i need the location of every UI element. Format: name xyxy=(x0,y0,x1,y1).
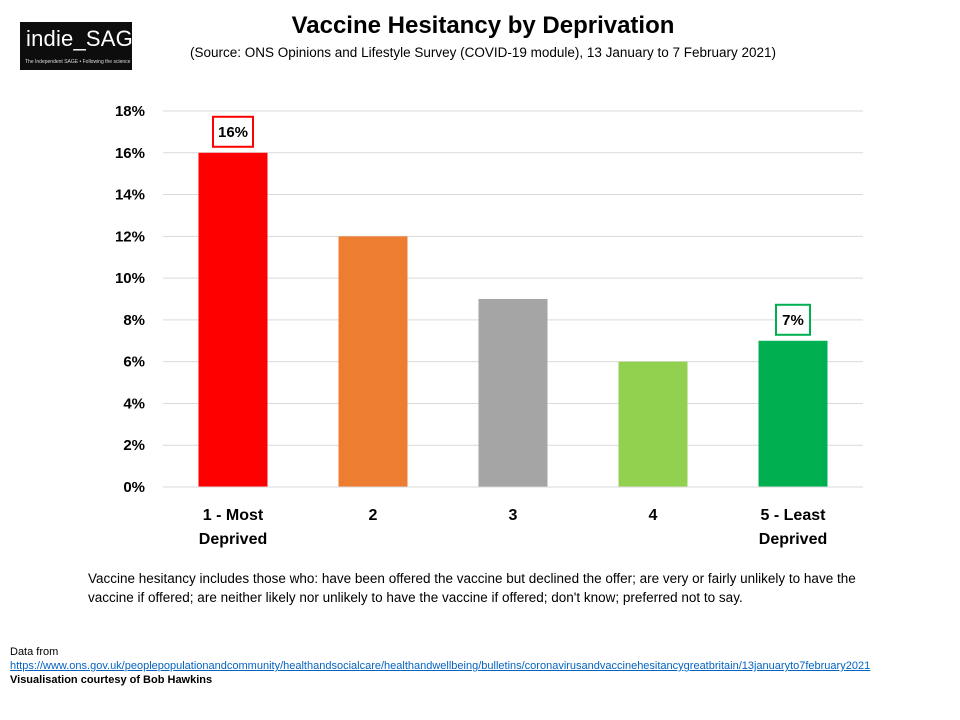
y-tick-label: 10% xyxy=(115,270,145,287)
y-tick-label: 12% xyxy=(115,228,145,245)
hesitancy-definition-note: Vaccine hesitancy includes those who: ha… xyxy=(88,571,856,605)
logo-tagline: The Independent SAGE • Following the sci… xyxy=(25,59,131,65)
source-link[interactable]: https://www.ons.gov.uk/peoplepopulationa… xyxy=(10,660,871,672)
y-tick-label: 0% xyxy=(123,479,145,496)
bar xyxy=(338,236,408,487)
x-tick-label: 2 xyxy=(369,507,378,524)
x-tick-label: Deprived xyxy=(759,531,827,548)
y-tick-label: 4% xyxy=(123,395,145,412)
bar xyxy=(478,299,548,487)
footer: Data from https://www.ons.gov.uk/peoplep… xyxy=(10,645,945,687)
x-tick-label: 4 xyxy=(649,507,658,524)
bar xyxy=(618,361,688,487)
data-label: 7% xyxy=(782,312,804,329)
data-label-box xyxy=(212,115,254,148)
x-tick-label: 3 xyxy=(509,507,518,524)
y-tick-label: 14% xyxy=(115,187,145,204)
data-from-label: Data from xyxy=(10,646,59,658)
y-tick-label: 16% xyxy=(115,145,145,162)
bar xyxy=(758,340,828,487)
chart-title: Vaccine Hesitancy by Deprivation xyxy=(291,12,675,39)
data-label: 16% xyxy=(218,124,248,141)
visualisation-credit: Visualisation courtesy of Bob Hawkins xyxy=(10,674,213,686)
logo-name: indie_SAGE xyxy=(26,26,148,51)
indie-sage-logo: indie_SAGE The Independent SAGE • Follow… xyxy=(20,22,148,70)
y-tick-label: 8% xyxy=(123,312,145,329)
x-tick-label: Deprived xyxy=(199,531,267,548)
data-label-box xyxy=(775,303,811,336)
bar xyxy=(198,152,268,487)
y-tick-label: 6% xyxy=(123,354,145,371)
y-tick-label: 18% xyxy=(115,103,145,120)
y-tick-label: 2% xyxy=(123,437,145,454)
chart-subtitle: (Source: ONS Opinions and Lifestyle Surv… xyxy=(189,45,777,60)
x-tick-label: 1 - Most xyxy=(203,507,264,524)
x-tick-label: 5 - Least xyxy=(761,507,827,524)
